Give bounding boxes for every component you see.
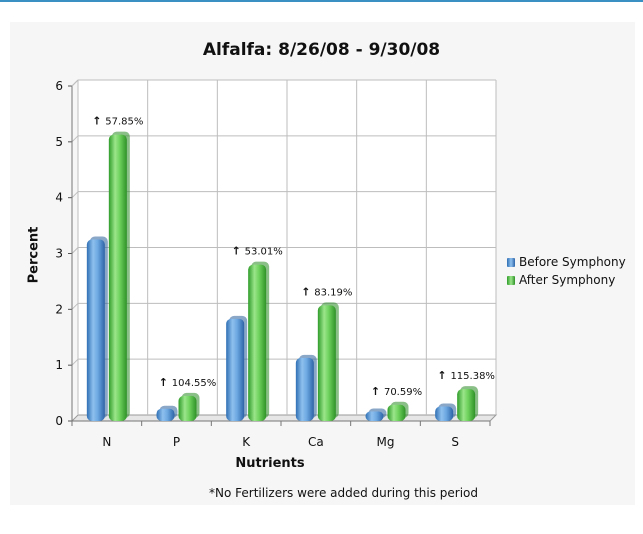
floor <box>70 414 498 422</box>
data-label: ↑ 53.01% <box>232 245 283 258</box>
x-tick-label: S <box>451 435 459 449</box>
data-label: ↑ 70.59% <box>371 385 422 398</box>
gridline-h-side <box>71 247 79 254</box>
bar-before-mg <box>365 411 384 421</box>
bar-after-k <box>248 264 267 421</box>
y-tick-label: 6 <box>55 79 63 93</box>
bar-after-mg <box>387 404 406 421</box>
footnote: *No Fertilizers were added during this p… <box>209 486 479 500</box>
legend-label-before: Before Symphony <box>519 255 626 269</box>
bar-before-n <box>86 239 105 421</box>
data-label: ↑ 57.85% <box>92 115 143 128</box>
data-label: ↑ 83.19% <box>301 285 352 298</box>
gridline-h-side <box>71 191 79 199</box>
legend: Before Symphony After Symphony <box>507 253 626 289</box>
y-tick-label: 1 <box>55 358 63 372</box>
bar-after-p <box>178 395 197 421</box>
bar-before-k <box>226 318 245 421</box>
y-tick-label: 0 <box>55 414 63 428</box>
data-label: ↑ 104.55% <box>159 376 217 389</box>
y-tick-label: 5 <box>55 135 63 149</box>
chart-title: Alfalfa: 8/26/08 - 9/30/08 <box>202 40 441 60</box>
top-rule <box>0 0 643 2</box>
legend-label-after: After Symphony <box>519 273 616 287</box>
bar-after-s <box>457 389 476 421</box>
legend-swatch-before <box>507 257 515 267</box>
y-tick-label: 4 <box>55 191 63 205</box>
x-axis-label: Nutrients <box>235 456 305 471</box>
x-tick-label: N <box>102 435 111 449</box>
x-tick-label: K <box>242 435 251 449</box>
y-axis-top <box>71 79 79 87</box>
bar-before-p <box>156 408 175 421</box>
bar-before-s <box>435 406 454 421</box>
x-tick-label: Ca <box>308 435 324 449</box>
gridline-h-side <box>71 358 79 366</box>
legend-swatch-after <box>507 275 515 285</box>
y-tick-label: 2 <box>55 302 63 316</box>
gridline-h-side <box>71 302 79 310</box>
x-tick-label: Mg <box>377 435 395 449</box>
bar-after-n <box>108 134 127 421</box>
gridline-h-side <box>71 135 79 143</box>
legend-item-before: Before Symphony <box>507 253 626 271</box>
y-axis-label: Percent <box>26 226 42 284</box>
y-tick-label: 3 <box>55 247 63 261</box>
x-tick-label: P <box>173 435 180 449</box>
bar-after-ca <box>317 305 336 421</box>
bar-before-ca <box>295 357 314 421</box>
legend-item-after: After Symphony <box>507 271 626 289</box>
data-label: ↑ 115.38% <box>437 369 495 382</box>
